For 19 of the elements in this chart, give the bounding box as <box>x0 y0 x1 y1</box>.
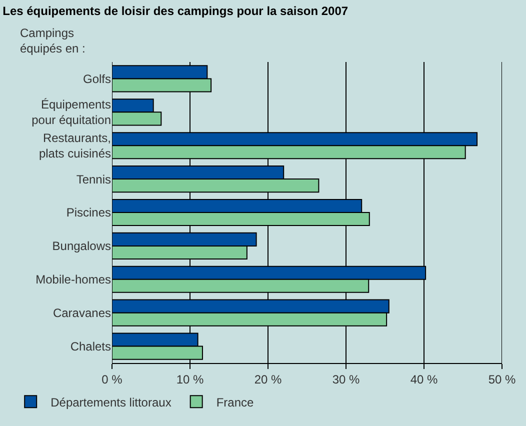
x-tick-label: 50 % <box>488 372 516 386</box>
x-tick-label: 30 % <box>332 372 360 386</box>
y-tick-label: Golfs <box>82 72 111 86</box>
y-tick-label: Bungalows <box>52 239 111 254</box>
y-tick-label: Tennis <box>76 172 111 186</box>
x-tick-label: 20 % <box>254 372 282 386</box>
chart-title: Les équipements de loisir des campings pour la saison 2007 <box>2 4 348 18</box>
x-tick-label: 0 % <box>102 372 123 386</box>
y-tick-label: Piscines <box>66 206 111 220</box>
x-tick-label: 10 % <box>176 372 204 386</box>
x-tick-label: 40 % <box>410 372 438 386</box>
y-tick-label: Restaurants, plats cuisinés <box>38 131 111 161</box>
legend-label: France <box>216 395 254 410</box>
y-tick-label: Caravanes <box>52 306 111 320</box>
y-tick-label: Équipements pour équitation <box>32 98 111 128</box>
y-axis-title: Campings équipés en : <box>20 26 86 56</box>
legend-label: Départements littoraux <box>50 395 172 410</box>
y-tick-label: Mobile-homes <box>36 272 111 287</box>
y-tick-label: Chalets <box>70 339 111 354</box>
